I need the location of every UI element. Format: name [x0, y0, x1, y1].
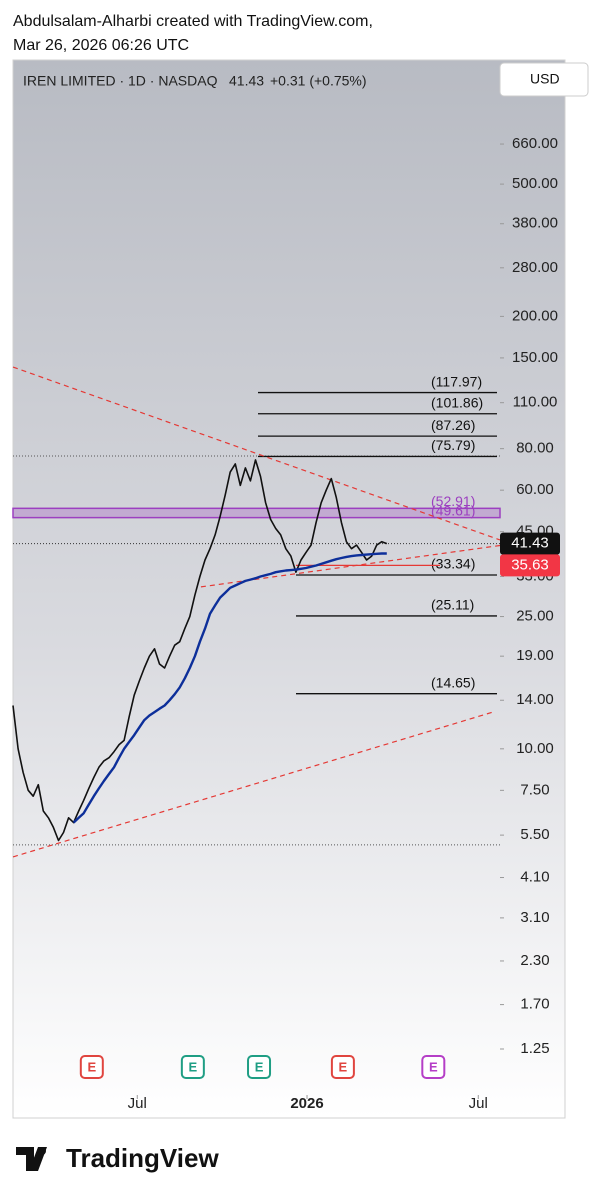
y-tick-label: 7.50 [520, 781, 549, 798]
date-line: Mar 26, 2026 06:26 UTC [13, 37, 189, 54]
legend-price: 41.43 [229, 73, 264, 89]
stop-price-label: 35.63 [511, 556, 549, 573]
event-label: E [255, 1059, 264, 1074]
moving-average [72, 552, 387, 824]
fib-label: (101.86) [431, 394, 483, 410]
y-tick-label: 80.00 [516, 440, 554, 457]
author-line: Abdulsalam-Alharbi created with TradingV… [13, 13, 373, 30]
y-tick-label: 1.25 [520, 1040, 549, 1057]
y-tick-label: 660.00 [512, 135, 558, 152]
event-marker [330, 1055, 355, 1079]
fib-label: (33.34) [431, 556, 475, 572]
y-tick-label: 110.00 [513, 394, 558, 411]
y-tick-label: 25.00 [516, 608, 554, 625]
legend-symbol: IREN LIMITED · 1D · NASDAQ [23, 73, 218, 89]
y-tick-label: 4.10 [520, 868, 549, 885]
brand: TradingView [66, 1143, 219, 1173]
fib-label: (75.79) [431, 437, 475, 453]
x-tick-label: Jul [469, 1095, 488, 1112]
event-marker [247, 1055, 272, 1079]
y-tick-label: 1.70 [520, 996, 549, 1013]
last-price-box [500, 532, 560, 555]
fib-label: (14.65) [431, 674, 475, 690]
tradingview-logo [16, 1147, 47, 1171]
y-tick-label: 200.00 [512, 307, 558, 324]
y-tick-label: 19.00 [516, 647, 554, 664]
x-tick-label: 2026 [290, 1095, 323, 1112]
y-tick-label: 380.00 [512, 215, 558, 232]
y-tick-label: 10.00 [516, 740, 554, 757]
y-tick-label: 3.10 [520, 909, 549, 926]
event-label: E [189, 1059, 198, 1074]
event-label: E [339, 1059, 348, 1074]
event-marker [180, 1055, 205, 1079]
trendline [12, 711, 494, 858]
currency-button[interactable] [499, 62, 589, 97]
fib-label: (87.26) [431, 417, 475, 433]
band-label: (49.61) [431, 502, 475, 518]
chart-frame [12, 59, 566, 1119]
y-tick-label: 150.00 [512, 349, 558, 366]
x-tick-label: Jul [128, 1095, 147, 1112]
y-tick-label: 500.00 [512, 175, 558, 192]
y-tick-label: 2.30 [520, 952, 549, 969]
y-tick-label: 14.00 [516, 691, 554, 708]
event-marker [79, 1055, 104, 1079]
fib-label: (25.11) [431, 597, 474, 613]
y-tick-label: 280.00 [512, 259, 558, 276]
y-tick-label: 5.50 [520, 826, 549, 843]
band [12, 507, 501, 519]
band-label: (52.91) [431, 493, 475, 509]
legend-change: +0.31 (+0.75%) [270, 73, 367, 89]
last-price-label: 41.43 [511, 535, 549, 552]
event-marker [421, 1055, 446, 1079]
event-label: E [429, 1059, 438, 1074]
stop-price-box [500, 554, 560, 577]
y-tick-label: 60.00 [516, 481, 554, 498]
event-label: E [87, 1059, 96, 1074]
price-line [12, 459, 388, 842]
currency-label[interactable]: USD [530, 71, 560, 87]
fib-label: (117.97) [431, 373, 482, 389]
